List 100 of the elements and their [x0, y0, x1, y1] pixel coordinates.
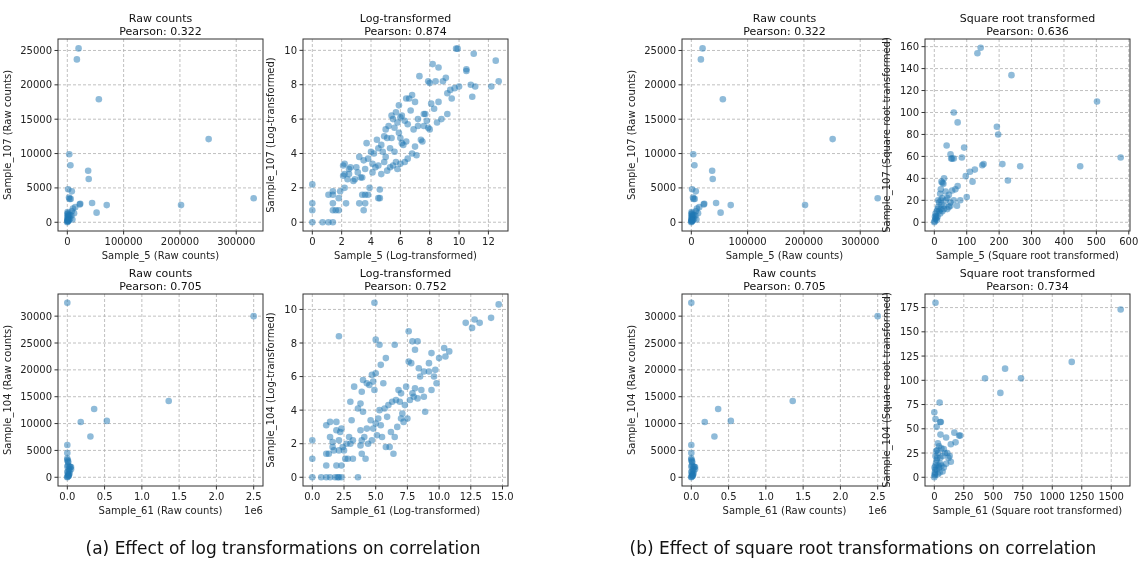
y-tick-label: 2 [290, 182, 297, 194]
x-tick-label: 15.0 [491, 491, 514, 502]
y-tick-label: 15000 [20, 391, 52, 403]
y-tick-label: 10 [284, 44, 297, 56]
y-tick-label: 25000 [644, 337, 676, 349]
y-tick-label: 0 [669, 216, 676, 228]
x-tick-label: 0.5 [96, 491, 113, 502]
y-tick-label: 50 [906, 423, 919, 435]
x-tick-label: 300 [1022, 236, 1042, 247]
x-tick-label: 100000 [728, 236, 767, 247]
x-tick-label: 1.0 [757, 491, 774, 502]
x-tick-label: 1.0 [133, 491, 150, 502]
y-tick-label: 20000 [20, 364, 52, 376]
y-axis-title: Sample_107 (Square root transformed) [881, 37, 894, 233]
y-tick-label: 10 [284, 303, 297, 315]
y-tick-label: 100 [899, 374, 919, 386]
chart-subtitle: Pearson: 0.322 [743, 25, 826, 38]
y-tick-label: 100 [899, 107, 919, 118]
x-tick-label: 100 [957, 236, 977, 247]
y-tick-label: 8 [290, 79, 297, 91]
x-axis-title: Sample_5 (Raw counts) [101, 250, 220, 262]
y-tick-label: 25000 [20, 44, 52, 56]
y-tick-label: 5000 [26, 444, 52, 456]
x-tick-label: 12.5 [459, 491, 482, 502]
x-tick-label: 0.0 [683, 491, 700, 502]
y-tick-label: 0 [45, 471, 52, 483]
x-tick-label: 2.0 [832, 491, 849, 502]
y-tick-label: 20000 [644, 79, 676, 91]
x-axis-title: Sample_5 (Raw counts) [725, 250, 844, 262]
chart-title: Raw counts [752, 12, 817, 25]
x-tick-label: 2 [338, 236, 345, 247]
y-tick-label: 30000 [644, 310, 676, 322]
y-tick-label: 20000 [20, 79, 52, 91]
y-tick-label: 8 [290, 337, 297, 349]
x-tick-label: 200000 [784, 236, 824, 247]
x-tick-label: 12 [482, 236, 495, 247]
x-tick-label: 0 [64, 236, 71, 247]
y-tick-label: 150 [899, 326, 919, 338]
chart-subtitle: Pearson: 0.705 [743, 280, 826, 293]
x-tick-label: 300000 [217, 236, 256, 247]
x-tick-label: 2.5 [869, 491, 886, 502]
chart-title: Raw counts [128, 12, 193, 25]
chart-title: Square root transformed [959, 267, 1096, 280]
y-tick-label: 140 [899, 63, 919, 75]
y-axis-title: Sample_104 (Raw counts) [625, 324, 638, 456]
y-tick-label: 10000 [20, 418, 52, 430]
y-tick-label: 0 [290, 471, 297, 483]
y-tick-label: 80 [906, 128, 919, 140]
x-tick-label: 1500 [1098, 491, 1124, 502]
text: (b) Effect of square root transformations on correlation [629, 538, 1097, 558]
x-tick-label: 10 [452, 236, 466, 247]
x-tick-label: 1250 [1069, 491, 1095, 502]
y-tick-label: 160 [899, 41, 919, 53]
y-tick-label: 120 [899, 85, 919, 97]
y-tick-label: 0 [45, 216, 52, 228]
x-tick-label: 7.5 [399, 491, 416, 502]
x-tick-label: 500 [1086, 236, 1106, 247]
y-axis-title: Sample_107 (Raw counts) [1, 69, 14, 201]
y-axis-title: Sample_104 (Square root transformed) [881, 292, 894, 488]
y-tick-label: 2 [290, 438, 297, 450]
x-axis-title: Sample_61 (Square root transformed) [932, 505, 1123, 517]
y-axis-title: Sample_104 (Log-transformed) [265, 312, 278, 468]
y-tick-label: 25000 [644, 44, 676, 56]
x-axis-title: Sample_5 (Square root transformed) [936, 250, 1120, 262]
x-tick-label: 6 [397, 236, 404, 247]
y-tick-label: 0 [290, 216, 297, 228]
x-tick-label: 300000 [841, 236, 880, 247]
text: 1e6 [868, 505, 887, 516]
text: (a) Effect of log transformations on correlation [85, 538, 481, 558]
y-tick-label: 25000 [20, 337, 52, 349]
y-tick-label: 30000 [20, 310, 52, 322]
y-axis-title: Sample_104 (Raw counts) [1, 324, 14, 456]
chart-subtitle: Pearson: 0.322 [119, 25, 202, 38]
y-axis-title: Sample_107 (Log-transformed) [265, 57, 278, 213]
chart-title: Log-transformed [359, 267, 452, 280]
chart-title: Raw counts [128, 267, 193, 280]
x-tick-label: 2.0 [208, 491, 225, 502]
x-tick-label: 0 [931, 491, 938, 502]
y-tick-label: 4 [290, 404, 297, 416]
x-tick-label: 0.0 [59, 491, 76, 502]
y-tick-label: 0 [912, 471, 919, 483]
x-axis-title: Sample_61 (Log-transformed) [330, 505, 481, 517]
x-tick-label: 0 [309, 236, 316, 247]
x-tick-label: 4 [367, 236, 375, 247]
x-tick-label: 200000 [160, 236, 200, 247]
y-tick-label: 75 [906, 399, 919, 411]
y-tick-label: 15000 [644, 113, 676, 125]
x-tick-label: 0.0 [304, 491, 321, 502]
y-tick-label: 175 [899, 302, 919, 314]
y-tick-label: 6 [290, 113, 297, 125]
y-tick-label: 125 [899, 350, 919, 362]
text: 1e6 [244, 505, 263, 516]
y-tick-label: 15000 [20, 113, 52, 125]
chart-subtitle: Pearson: 0.636 [986, 25, 1069, 38]
chart-subtitle: Pearson: 0.874 [364, 25, 447, 38]
y-tick-label: 4 [290, 147, 297, 159]
y-tick-label: 0 [912, 216, 919, 228]
y-tick-label: 10000 [20, 148, 52, 160]
y-tick-label: 5000 [26, 182, 52, 194]
x-tick-label: 5.0 [367, 491, 384, 502]
